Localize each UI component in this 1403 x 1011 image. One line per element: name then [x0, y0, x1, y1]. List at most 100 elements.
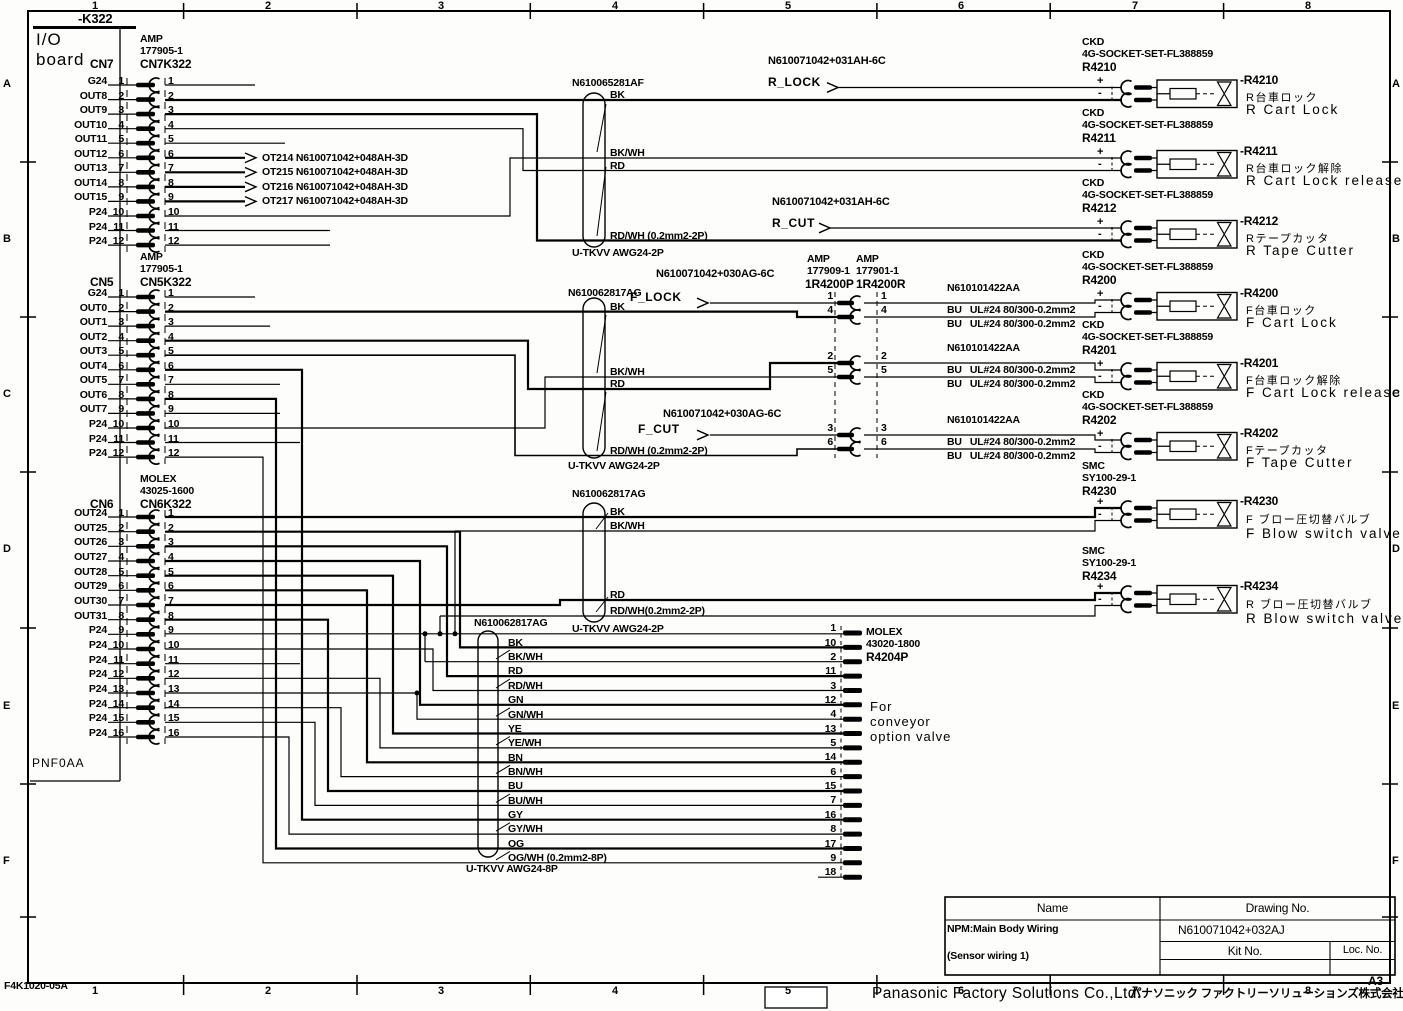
device-ref: R4201 [1082, 343, 1117, 357]
plus-terminal: + [1097, 427, 1104, 440]
pin-number: 10 [112, 417, 124, 430]
pin-row: P24 12 [20, 233, 124, 247]
pin-row: 6 [168, 578, 188, 593]
pin-signal: OUT12 [74, 147, 107, 160]
pin-signal: P24 [88, 682, 107, 695]
footer-company-en: Panasonic Factory Solutions Co.,Ltd. [872, 985, 1142, 1002]
wire-color: GN/WH [508, 708, 544, 721]
pin-number: 8 [168, 176, 174, 189]
grid-col: 6 [958, 0, 965, 12]
cn5-pin-numbers: 1 2 3 4 5 6 7 8 9 10 11 12 [168, 285, 188, 459]
pin-number: 17 [824, 837, 836, 850]
pin-number: 8 [168, 609, 174, 622]
pin-row: OUT5 7 [20, 372, 124, 387]
out-conn-ref: R4204P [866, 650, 909, 664]
pin-row: 9 [800, 850, 836, 864]
wire-color: BK/WH [610, 366, 645, 378]
rcut-cable-ref: N610071042+031AH-6C [772, 196, 890, 208]
pin-number: 4 [118, 551, 124, 564]
grid-col: 2 [265, 985, 272, 997]
pin-signal: OUT26 [74, 536, 107, 549]
pin-row: 15 [168, 710, 188, 724]
pin-number: 7 [168, 374, 174, 387]
device-mfr: CKD [1082, 177, 1105, 189]
wirespec: BU UL#24 80/300-0.2mm2 [947, 318, 1076, 330]
pin-number: 3 [168, 104, 174, 117]
sheet-size: A3 [1368, 974, 1383, 988]
titleblock-loc-label: Loc. No. [1342, 944, 1383, 956]
pin-number: 6 [168, 580, 174, 593]
pin-number: 6 [118, 359, 124, 372]
device-name-en: F Cart Lock [1246, 314, 1338, 330]
pin-number: 13 [824, 722, 836, 735]
flock-cable-ref: N610071042+030AG-6C [656, 268, 775, 280]
wire-color: BK/WH [508, 651, 543, 664]
wire-row: YE/WH [508, 735, 607, 749]
device-part: 4G-SOCKET-SET-FL388859 [1082, 48, 1213, 60]
pin-number: 10 [168, 417, 180, 430]
grid-row: F [1392, 855, 1399, 867]
pin-signal: OUT6 [79, 388, 107, 401]
pin-signal: OUT31 [74, 609, 107, 622]
pin-number: 13 [112, 682, 124, 695]
device-name-en: F Blow switch valve [1246, 525, 1402, 541]
pin-number: 10 [168, 205, 180, 218]
minus-terminal: - [1098, 507, 1102, 520]
pin-number: 8 [168, 388, 174, 401]
pin-row: 17 [800, 835, 836, 850]
plus-terminal: + [1097, 287, 1104, 300]
pin-row: OUT8 2 [20, 87, 124, 102]
pin-row: OUT15 9 [20, 189, 124, 204]
pin-row: OUT25 2 [20, 519, 124, 534]
pin-signal: P24 [88, 432, 107, 445]
pin-signal: G24 [87, 75, 107, 88]
device-mfr: CKD [1082, 389, 1105, 401]
pin-row: P24 15 [20, 710, 124, 724]
inline-right-mfr: AMP [856, 253, 879, 265]
r4204p-pin-numbers: 1 10 2 11 3 12 4 13 5 14 6 15 7 16 8 17 9 18 [800, 620, 836, 878]
pin-number: 9 [118, 191, 124, 204]
grid-col: 2 [265, 0, 272, 12]
inline-pin: 4 [881, 304, 887, 316]
pin-number: 16 [112, 726, 124, 739]
pin-number: 7 [118, 374, 124, 387]
device-name-en: R Cart Lock [1246, 102, 1340, 117]
device-tag: -R4211 [1240, 143, 1278, 158]
pin-row: 8 [168, 174, 188, 189]
pin-number: 1 [118, 287, 124, 300]
pin-row: 11 [168, 651, 188, 666]
pin-signal: OUT5 [79, 374, 107, 387]
pin-number: 4 [168, 551, 174, 564]
device-name-jp: F台車ロック解除 [1246, 374, 1342, 387]
wire-row: OG [508, 835, 607, 850]
inline-pin: 5 [827, 364, 833, 376]
pin-number: 2 [168, 301, 174, 314]
wire-row: BK/WH [508, 649, 607, 663]
pin-number: 8 [118, 176, 124, 189]
pin-row: 3 [168, 314, 188, 328]
pin-signal: OUT27 [74, 551, 107, 564]
cable-c-type: U-TKVV AWG24-2P [572, 623, 664, 635]
pin-signal: OUT15 [74, 191, 107, 204]
device-ref: R4212 [1082, 201, 1117, 215]
pin-number: 5 [118, 565, 124, 578]
pin-number: 1 [118, 507, 124, 520]
pin-signal: P24 [88, 668, 107, 681]
pin-row: 6 [168, 145, 188, 160]
pin-row: 10 [168, 415, 188, 430]
device-ref: R4230 [1082, 484, 1117, 498]
wire-color: BK/WH [610, 520, 645, 532]
pin-number: 4 [118, 330, 124, 343]
pin-number: 2 [830, 650, 836, 663]
pin-row: 12 [168, 445, 188, 459]
titleblock-kit-label: Kit No. [1227, 944, 1263, 958]
wire-color: BK/WH [610, 147, 645, 159]
pin-row: OUT0 2 [20, 299, 124, 314]
pin-row: P24 13 [20, 680, 124, 695]
pin-number: 4 [118, 118, 124, 131]
pin-number: 9 [168, 624, 174, 637]
pin-signal: OUT28 [74, 565, 107, 578]
wirespec: BU UL#24 80/300-0.2mm2 [947, 304, 1076, 316]
ot-reference: OT215 N610071042+048AH-3D [262, 166, 408, 179]
out-conn-mfr: MOLEX [866, 626, 903, 638]
